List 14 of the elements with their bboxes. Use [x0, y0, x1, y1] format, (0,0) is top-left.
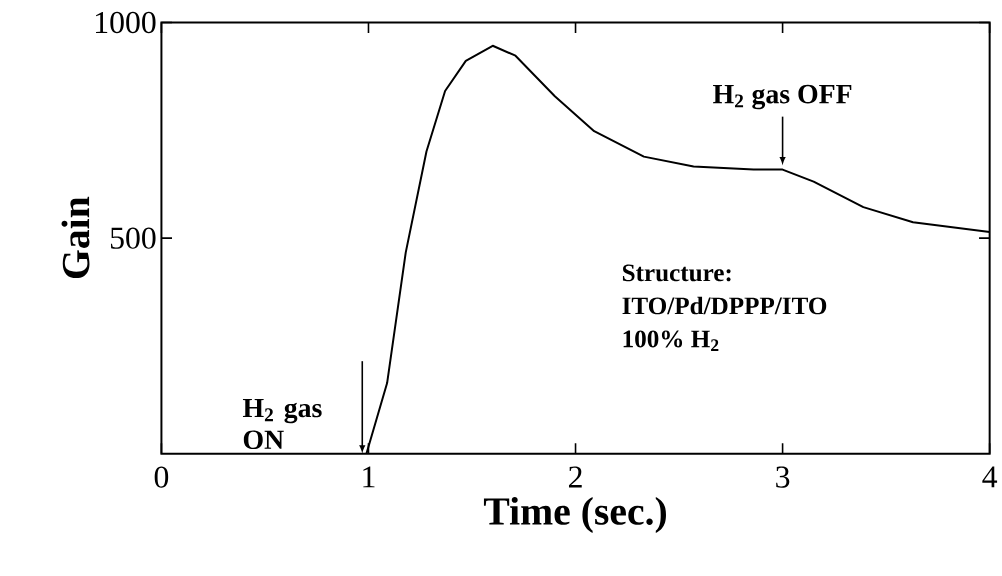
x-tick-label: 3: [776, 466, 790, 488]
x-tick-label: 2: [568, 466, 582, 488]
annotation: H$_{2}$ gas ON: [242, 399, 322, 450]
annotation: ITO/Pd/DPPP/ITO: [622, 296, 827, 315]
annotation: Structure:: [622, 264, 731, 282]
y-tick-label: 500: [110, 227, 156, 250]
y-axis-title: Gain: [61, 197, 90, 279]
x-tick-label: 1: [363, 466, 375, 488]
annotation: 100% H$_{2}$: [623, 330, 719, 352]
x-tick-label: 0: [154, 466, 169, 489]
y-tick-label: 1000: [96, 11, 156, 34]
x-tick-label: 4: [982, 466, 998, 488]
annotation: H$_{2}$ gas OFF: [713, 85, 852, 110]
x-axis-title: Time (sec.): [483, 497, 666, 534]
